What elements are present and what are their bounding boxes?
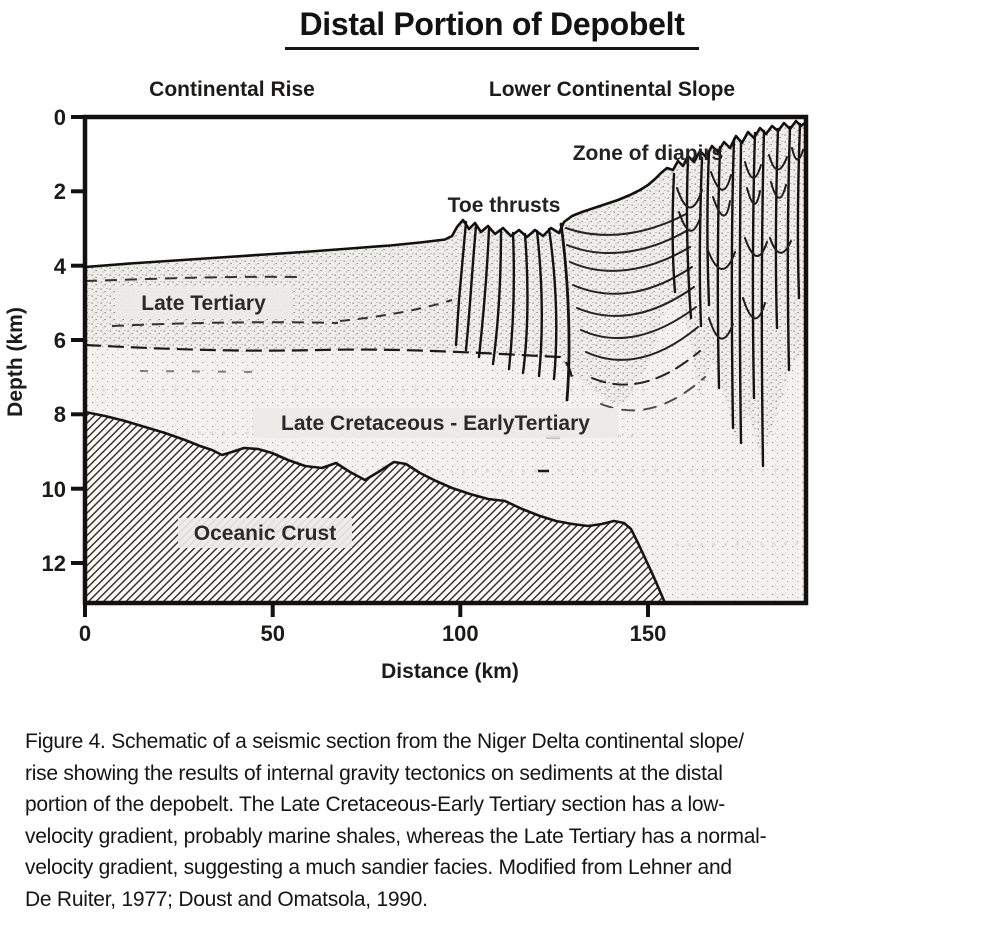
caption-line: velocity gradient, suggesting a much san… (25, 856, 732, 879)
x-axis (83, 603, 650, 617)
late-tertiary-region (85, 121, 806, 462)
label-oceanic-crust-text: Oceanic Crust (194, 522, 336, 545)
label-late-cretaceous-text: Late Cretaceous - EarlyTertiary (281, 412, 590, 435)
y-axis (71, 115, 85, 565)
y-tick-8: 8 (54, 402, 66, 427)
base-late-tertiary-line (84, 343, 574, 379)
label-zone-of-diapirs: Zone of diapirs (573, 142, 724, 165)
figure-title-text: Distal Portion of Depobelt (285, 6, 699, 50)
label-late-tertiary: Late Tertiary (115, 288, 292, 318)
caption-line: Figure 4. Schematic of a seismic section… (25, 730, 744, 753)
y-axis-title: Depth (km) (4, 307, 27, 417)
x-axis-title: Distance (km) (381, 660, 519, 683)
seafloor-line (84, 119, 807, 269)
caption-line: De Ruiter, 1977; Doust and Omatsola, 199… (25, 887, 428, 911)
toe-thrust-faults (454, 220, 571, 402)
y-tick-0: 0 (54, 105, 66, 130)
x-tick-150: 150 (630, 621, 667, 646)
label-lower-continental-slope: Lower Continental Slope (489, 78, 735, 101)
y-tick-12: 12 (42, 551, 66, 576)
diapir-drape-folds (676, 147, 804, 340)
seismic-section-diagram: 0 2 4 6 8 10 12 Depth (km) 0 50 100 150 … (4, 78, 809, 683)
x-tick-100: 100 (442, 621, 479, 646)
label-oceanic-crust: Oceanic Crust (178, 518, 352, 548)
figure-caption: Figure 4. Schematic of a seismic section… (25, 726, 973, 915)
y-tick-6: 6 (54, 328, 66, 353)
caption-line: velocity gradient, probably marine shale… (25, 824, 767, 848)
caption-line: rise showing the results of internal gra… (25, 761, 723, 785)
oceanic-crust-region (84, 410, 667, 604)
y-axis-tick-labels: 0 2 4 6 8 10 12 (42, 105, 67, 576)
label-toe-thrusts: Toe thrusts (448, 194, 561, 217)
x-axis-tick-labels: 0 50 100 150 (79, 621, 666, 646)
caption-line: portion of the depobelt. The Late Cretac… (25, 793, 725, 816)
y-tick-2: 2 (54, 179, 66, 204)
label-continental-rise: Continental Rise (149, 78, 315, 101)
label-late-tertiary-text: Late Tertiary (141, 292, 266, 315)
y-tick-4: 4 (54, 254, 67, 279)
x-tick-50: 50 (260, 621, 284, 646)
y-tick-10: 10 (42, 477, 66, 502)
late-tertiary-reflections (84, 275, 453, 373)
x-tick-0: 0 (79, 621, 91, 646)
plot-frame (82, 114, 809, 606)
figure-title: Distal Portion of Depobelt (0, 6, 984, 50)
label-late-cretaceous-early-tertiary: Late Cretaceous - EarlyTertiary (253, 408, 618, 438)
